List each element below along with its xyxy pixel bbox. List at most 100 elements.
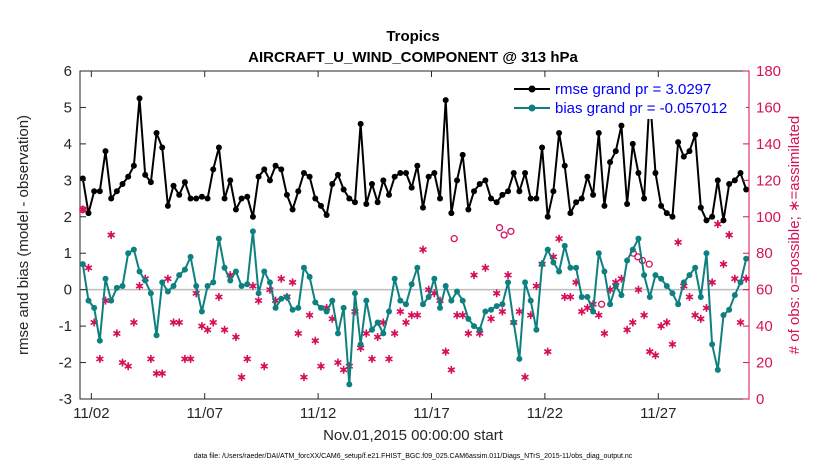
obs-asterisk-core xyxy=(279,276,284,281)
obs-asterisk-core xyxy=(574,280,579,285)
bias-point xyxy=(306,273,313,280)
rmse-point xyxy=(391,173,398,180)
bias-point xyxy=(130,246,137,253)
obs-asterisk-core xyxy=(188,356,193,361)
obs-asterisk-core xyxy=(732,276,737,281)
bias-point xyxy=(533,326,540,333)
rmse-point xyxy=(720,217,727,224)
rmse-point xyxy=(714,177,721,184)
obs-assimilated-point xyxy=(685,292,694,301)
bias-point xyxy=(391,275,398,282)
y-right-tick-label: 100 xyxy=(756,209,781,226)
rmse-point xyxy=(193,195,200,202)
obs-asterisk-core xyxy=(318,364,323,369)
y-left-tick-label: 6 xyxy=(64,63,72,80)
obs-asterisk-core xyxy=(693,313,698,318)
obs-assimilated-point xyxy=(470,271,478,280)
rmse-point xyxy=(96,188,103,195)
obs-assimilated-point xyxy=(277,274,286,283)
obs-asterisk-core xyxy=(369,356,374,361)
obs-assimilated-point xyxy=(645,347,654,356)
plot-area xyxy=(79,70,750,400)
bias-point xyxy=(244,281,251,288)
obs-assimilated-point xyxy=(124,362,133,371)
bias-point xyxy=(181,266,188,273)
legend-bias-marker xyxy=(528,104,536,112)
obs-asterisk-core xyxy=(670,342,675,347)
obs-assimilated-point xyxy=(368,354,376,363)
bias-point xyxy=(204,283,211,290)
bias-point xyxy=(635,235,642,242)
rmse-point xyxy=(505,188,512,195)
rmse-point xyxy=(459,151,466,158)
rmse-point xyxy=(692,131,699,138)
bias-point xyxy=(164,288,171,295)
chart-title: Tropics xyxy=(386,28,439,45)
x-axis: 11/02 11/07 11/12 11/17 11/22 11/27 xyxy=(73,71,677,422)
obs-assimilated-point xyxy=(742,274,751,283)
legend-box xyxy=(510,77,746,119)
rmse-point xyxy=(261,166,268,173)
y-right-tick-label: 120 xyxy=(756,172,781,189)
obs-assimilated-point xyxy=(362,329,371,338)
obs-assimilated-point xyxy=(215,292,223,301)
y-left-tick-label: -3 xyxy=(59,391,72,408)
obs-asterisk-core xyxy=(398,309,403,314)
obs-asterisk-core xyxy=(625,327,630,332)
obs-asterisk-core xyxy=(160,371,165,376)
bias-point xyxy=(193,283,200,290)
bias-point xyxy=(584,293,591,300)
obs-asterisk-core xyxy=(483,265,488,270)
obs-asterisk-core xyxy=(653,353,658,358)
rmse-point xyxy=(312,195,319,202)
obs-assimilated-point xyxy=(566,292,575,301)
bias-point xyxy=(85,297,92,304)
rmse-point xyxy=(709,213,716,220)
y-left-tick-label: 3 xyxy=(64,172,72,189)
obs-asterisk-core xyxy=(494,291,499,296)
bias-point xyxy=(380,330,387,337)
bias-point xyxy=(119,283,126,290)
obs-asterisk-core xyxy=(171,320,176,325)
rmse-point xyxy=(374,199,381,206)
obs-asterisk-core xyxy=(602,331,607,336)
rmse-point xyxy=(567,210,574,217)
obs-asterisk-core xyxy=(199,324,204,329)
bias-series xyxy=(79,228,750,388)
rmse-point xyxy=(414,162,421,169)
bias-point xyxy=(459,297,466,304)
rmse-point xyxy=(652,170,659,177)
rmse-point xyxy=(295,188,302,195)
obs-assimilated-point xyxy=(458,311,467,320)
obs-asterisk-core xyxy=(545,349,550,354)
obs-asterisk-core xyxy=(528,313,533,318)
obs-assimilated-point xyxy=(186,354,195,363)
rmse-point xyxy=(601,202,608,209)
obs-assimilated-point xyxy=(220,325,229,334)
rmse-point xyxy=(731,177,738,184)
obs-asterisk-core xyxy=(523,375,528,380)
bias-point xyxy=(108,297,115,304)
obs-assimilated-point xyxy=(373,333,382,342)
bias-point xyxy=(567,264,574,271)
obs-asterisk-core xyxy=(727,233,732,237)
obs-assimilated-point xyxy=(583,303,592,312)
bias-point xyxy=(720,312,727,319)
bias-point xyxy=(437,304,444,311)
bias-point xyxy=(136,268,143,275)
obs-possible-point xyxy=(450,234,458,243)
obs-asterisk-core xyxy=(517,309,522,314)
rmse-point xyxy=(612,148,619,155)
rmse-point xyxy=(448,210,455,217)
obs-asterisk-core xyxy=(256,298,261,303)
bias-point xyxy=(675,301,682,308)
bias-point xyxy=(680,279,687,286)
bias-point xyxy=(289,306,296,313)
obs-assimilated-point xyxy=(232,333,240,342)
obs-asterisk-core xyxy=(262,364,267,369)
legend-bias-label: bias grand pr = -0.057012 xyxy=(555,100,727,117)
rmse-point xyxy=(278,166,285,173)
bias-point xyxy=(96,337,103,344)
obs-asterisk-core xyxy=(290,280,295,285)
